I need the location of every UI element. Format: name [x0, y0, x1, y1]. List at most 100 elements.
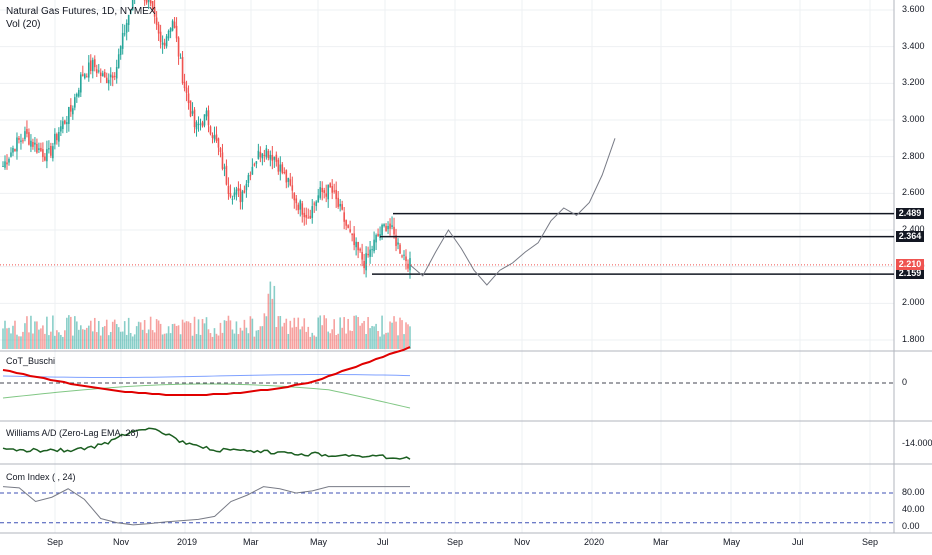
volume-bar: [375, 323, 377, 349]
candle-body: [251, 166, 254, 175]
volume-bar: [38, 329, 40, 349]
candle-body: [89, 60, 92, 71]
volume-bar: [407, 324, 409, 349]
volume-bar: [253, 336, 256, 349]
volume-bar: [365, 334, 367, 349]
volume-bar: [305, 331, 308, 349]
volume-bar: [225, 320, 228, 349]
candle-body: [54, 133, 56, 145]
candle-body: [155, 17, 158, 25]
candle-body: [44, 156, 46, 161]
candle-body: [197, 124, 200, 126]
volume-bar: [97, 320, 100, 349]
candle-body: [213, 135, 216, 140]
volume-bar: [62, 336, 64, 349]
volume-bar: [16, 334, 18, 349]
candle-body: [123, 33, 126, 35]
cot-axis-tick: 0: [902, 377, 908, 387]
volume-bar: [2, 328, 4, 349]
volume-bar: [139, 322, 142, 349]
volume-bar: [303, 318, 306, 349]
volume-bar: [377, 331, 379, 349]
candle-body: [285, 170, 288, 183]
candle-body: [22, 140, 24, 142]
volume-bar: [149, 316, 152, 349]
candle-body: [60, 126, 62, 132]
candle-body: [347, 225, 349, 228]
candle-body: [119, 46, 122, 56]
volume-bar: [87, 325, 90, 349]
candle-body: [353, 233, 355, 246]
volume-bar: [233, 333, 236, 349]
candle-body: [355, 241, 357, 248]
volume-bar: [111, 321, 114, 349]
volume-bar: [46, 316, 48, 349]
candle-body: [8, 158, 10, 163]
candle-body: [189, 100, 192, 117]
volume-bar: [129, 332, 132, 349]
volume-bar: [345, 333, 347, 349]
volume-bar: [263, 313, 266, 349]
volume-bar: [391, 322, 393, 349]
candle-body: [269, 154, 272, 160]
candle-body: [391, 225, 393, 227]
volume-bar: [331, 329, 333, 349]
volume-bar: [8, 327, 10, 349]
candle-body: [237, 188, 240, 191]
candle-body: [389, 223, 391, 229]
volume-bar: [273, 285, 276, 349]
candle-body: [245, 183, 248, 191]
candle-body: [10, 152, 12, 157]
price-tick-label: 2.000: [902, 297, 925, 308]
volume-bar: [319, 315, 322, 349]
candle-body: [185, 87, 188, 93]
candle-body: [319, 187, 322, 198]
volume-bar: [209, 333, 212, 349]
volume-bar: [93, 317, 96, 349]
volume-bar: [261, 326, 264, 349]
volume-bar: [14, 320, 16, 349]
volume-bar: [32, 333, 34, 349]
candle-body: [315, 201, 318, 207]
com-axis-tick-40: 40.00: [902, 504, 925, 514]
volume-bar: [381, 315, 383, 349]
candle-body: [331, 186, 333, 193]
volume-bar: [245, 327, 248, 349]
candle-body: [193, 109, 196, 128]
volume-bar: [227, 315, 230, 349]
price-tick-label: 3.400: [902, 40, 925, 51]
candle-body: [127, 14, 130, 25]
volume-bar: [297, 317, 300, 349]
candle-body: [377, 233, 379, 237]
candle-body: [153, 7, 156, 17]
candle-body: [265, 148, 268, 158]
volume-bar: [295, 326, 298, 349]
volume-bar: [283, 322, 286, 349]
volume-bar: [58, 332, 60, 349]
volume-bar: [153, 332, 156, 349]
candle-body: [309, 215, 312, 219]
volume-bar: [85, 327, 88, 349]
volume-bar: [347, 318, 349, 349]
williams-axis-tick: -14.000: [902, 438, 932, 448]
volume-bar: [175, 325, 178, 349]
candle-body: [173, 21, 176, 28]
price-tick-label: 2.800: [902, 150, 925, 161]
volume-bar: [203, 323, 206, 349]
candle-body: [261, 153, 264, 159]
volume-bar: [281, 326, 284, 349]
volume-bar: [137, 321, 140, 349]
time-tick-label: Jul: [377, 537, 389, 547]
candle-body: [207, 110, 210, 126]
candle-body: [167, 30, 170, 39]
volume-bar: [405, 322, 407, 349]
candle-body: [271, 154, 274, 161]
candle-body: [371, 249, 373, 251]
volume-bar: [363, 320, 365, 349]
candle-body: [26, 129, 28, 134]
volume-bar: [355, 315, 357, 349]
volume-bar: [367, 317, 369, 349]
volume-bar: [107, 335, 110, 349]
candle-body: [163, 42, 166, 46]
